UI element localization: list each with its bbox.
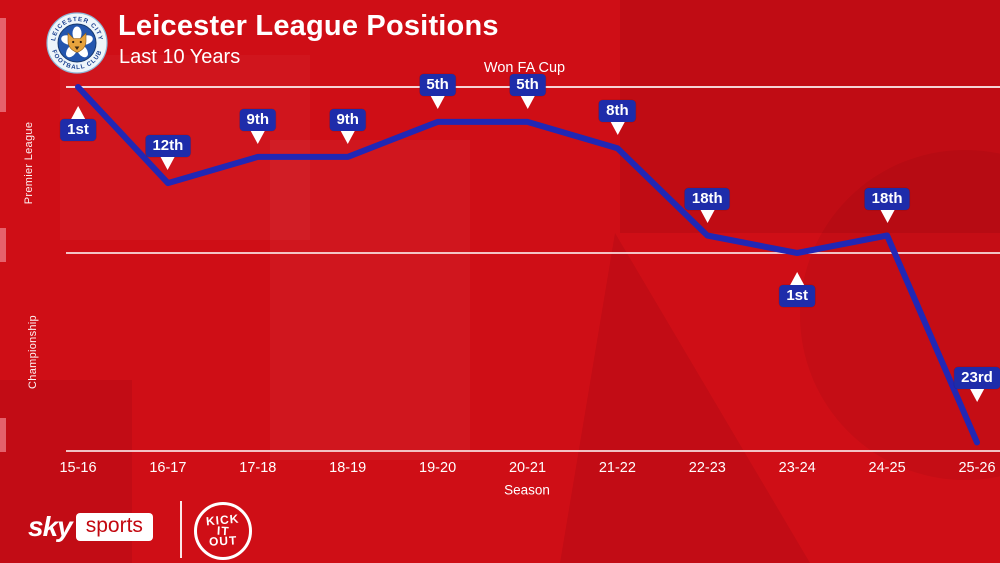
x-tick-23-24: 23-24 (778, 460, 816, 476)
y-band-label-championship: Championship (27, 315, 39, 389)
position-label-25-26: 23rd (954, 367, 1000, 403)
position-value: 23rd (954, 367, 1000, 403)
x-tick-17-18: 17-18 (239, 460, 277, 476)
x-axis-title: Season (504, 482, 550, 498)
x-tick-25-26: 25-26 (958, 460, 996, 476)
screen-edge-artifact (0, 228, 6, 262)
background-texture (560, 233, 810, 563)
position-label-15-16: 1st (60, 106, 96, 141)
position-line (75, 84, 980, 446)
x-tick-22-23: 22-23 (688, 460, 726, 476)
position-value: 18th (684, 187, 730, 223)
x-tick-19-20: 19-20 (419, 460, 457, 476)
position-label-23-24: 1st (779, 272, 816, 307)
position-label-22-23: 18th (684, 187, 730, 223)
sky-sports-logo: sky sports (28, 512, 153, 542)
page-title: Leicester League Positions (118, 10, 499, 42)
position-value: 18th (864, 187, 910, 223)
league-divider-line (66, 252, 1000, 254)
leicester-city-crest-icon: LEICESTER CITY FOOTBALL CLUB (46, 12, 108, 74)
x-tick-24-25: 24-25 (868, 460, 906, 476)
sports-wordmark-box: sports (75, 513, 153, 541)
label-pointer-icon (430, 95, 445, 109)
label-pointer-icon (700, 209, 715, 223)
position-label-19-20: 5th (419, 73, 456, 109)
x-axis-line (66, 450, 1000, 452)
label-pointer-icon (71, 106, 85, 119)
label-pointer-icon (880, 209, 895, 223)
sky-wordmark: sky (28, 511, 73, 542)
x-tick-18-19: 18-19 (329, 460, 367, 476)
background-texture (620, 0, 1000, 233)
kick-it-out-text: OUT (208, 533, 238, 549)
position-label-20-21: 5th (509, 73, 546, 109)
label-pointer-icon (520, 95, 535, 109)
sports-wordmark: sports (85, 514, 143, 537)
position-label-24-25: 18th (864, 187, 910, 223)
position-label-17-18: 9th (239, 108, 277, 144)
label-pointer-icon (250, 130, 265, 144)
position-label-21-22: 8th (599, 100, 636, 136)
position-label-16-17: 12th (145, 135, 191, 171)
x-tick-20-21: 20-21 (508, 460, 547, 476)
position-value: 5th (419, 73, 456, 109)
page-subtitle: Last 10 Years (119, 46, 241, 68)
x-tick-15-16: 15-16 (59, 460, 97, 476)
x-tick-21-22: 21-22 (598, 460, 636, 476)
position-value: 9th (239, 108, 277, 144)
label-pointer-icon (790, 272, 805, 285)
position-value: 8th (599, 100, 636, 136)
position-label-18-19: 9th (329, 108, 366, 144)
y-band-label-premier-league: Premier League (23, 121, 35, 205)
background-texture (270, 140, 470, 460)
position-value: 12th (145, 135, 191, 171)
fox-head-icon (67, 32, 87, 53)
logo-divider (180, 501, 182, 558)
screen-edge-artifact (0, 418, 6, 452)
x-tick-16-17: 16-17 (149, 460, 187, 476)
position-value: 1st (60, 106, 96, 141)
screen-edge-artifact (0, 18, 6, 112)
label-pointer-icon (340, 130, 355, 144)
kick-it-out-logo: KICK IT OUT (194, 502, 252, 560)
position-value: 9th (329, 108, 366, 144)
position-value: 1st (779, 272, 816, 307)
label-pointer-icon (610, 122, 625, 136)
position-value: 5th (509, 73, 546, 109)
label-pointer-icon (970, 389, 984, 403)
label-pointer-icon (160, 157, 175, 171)
won-fa-cup-annotation: Won FA Cup (483, 60, 566, 76)
